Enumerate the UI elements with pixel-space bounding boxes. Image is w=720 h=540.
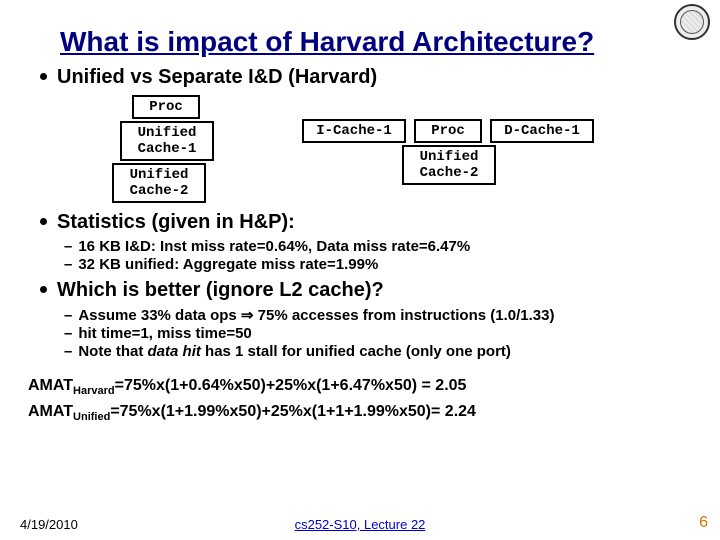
box-left-unified-cache-2: Unified Cache-2: [112, 163, 206, 203]
amat-label: AMAT: [28, 377, 73, 394]
bullet-text: 32 KB unified: Aggregate miss rate=1.99%: [78, 256, 378, 273]
box-line: Cache-2: [420, 165, 479, 181]
cache-diagrams: Proc Unified Cache-1 Unified Cache-2 I-C…: [24, 95, 696, 205]
amat-sub: Harvard: [73, 385, 115, 397]
bullet-note-stall: –Note that data hit has 1 stall for unif…: [64, 343, 696, 360]
bullet-assume: –Assume 33% data ops ⇒ 75% accesses from…: [64, 306, 696, 324]
bullet-text: 16 KB I&D: Inst miss rate=0.64%, Data mi…: [78, 238, 470, 255]
bullet-which-better: Which is better (ignore L2 cache)?: [40, 279, 696, 302]
bullet-text-em: data hit: [148, 343, 201, 360]
footer-page-number: 6: [699, 514, 708, 532]
box-right-proc: Proc: [414, 119, 482, 143]
seal-icon: [674, 4, 710, 40]
box-left-proc: Proc: [132, 95, 200, 119]
dash-icon: –: [64, 325, 72, 342]
bullet-text-pre: Note that: [78, 343, 147, 360]
box-line: Unified: [130, 167, 189, 183]
bullet-hit-miss: –hit time=1, miss time=50: [64, 325, 696, 342]
box-line: Cache-1: [138, 141, 197, 157]
bullet-unified-vs-separate: Unified vs Separate I&D (Harvard): [40, 66, 696, 89]
amat-sub: Unified: [73, 411, 110, 423]
bullet-dot-icon: [40, 73, 47, 80]
dash-icon: –: [64, 256, 72, 273]
spacer: [24, 361, 696, 371]
slide-title: What is impact of Harvard Architecture?: [60, 26, 696, 58]
bullet-text-post: has 1 stall for unified cache (only one …: [201, 343, 511, 360]
amat-expr: =75%x(1+0.64%x50)+25%x(1+6.47%x50) = 2.0…: [115, 377, 467, 394]
bullet-dot-icon: [40, 286, 47, 293]
bullet-stat-32kb: –32 KB unified: Aggregate miss rate=1.99…: [64, 256, 696, 273]
bullet-text: Unified vs Separate I&D (Harvard): [57, 66, 377, 88]
box-line: Cache-2: [130, 183, 189, 199]
box-left-unified-cache-1: Unified Cache-1: [120, 121, 214, 161]
bullet-text: Which is better (ignore L2 cache)?: [57, 279, 384, 301]
slide: What is impact of Harvard Architecture? …: [0, 0, 720, 540]
box-d-cache: D-Cache-1: [490, 119, 594, 143]
bullet-text: Statistics (given in H&P):: [57, 211, 295, 233]
amat-label: AMAT: [28, 403, 73, 420]
dash-icon: –: [64, 343, 72, 360]
dash-icon: –: [64, 238, 72, 255]
box-right-unified-cache-2: Unified Cache-2: [402, 145, 496, 185]
dash-icon: –: [64, 307, 72, 324]
amat-harvard: AMATHarvard=75%x(1+0.64%x50)+25%x(1+6.47…: [28, 377, 696, 397]
box-line: Unified: [420, 149, 479, 165]
box-line: Unified: [138, 125, 197, 141]
footer-lecture: cs252-S10, Lecture 22: [295, 517, 426, 532]
footer-date: 4/19/2010: [20, 517, 78, 532]
box-i-cache: I-Cache-1: [302, 119, 406, 143]
bullet-text: Assume 33% data ops ⇒ 75% accesses from …: [78, 307, 554, 324]
bullet-text: hit time=1, miss time=50: [78, 325, 251, 342]
bullet-statistics: Statistics (given in H&P):: [40, 211, 696, 234]
amat-unified: AMATUnified=75%x(1+1.99%x50)+25%x(1+1+1.…: [28, 403, 696, 423]
bullet-dot-icon: [40, 218, 47, 225]
amat-expr: =75%x(1+1.99%x50)+25%x(1+1+1.99%x50)= 2.…: [110, 403, 476, 420]
bullet-stat-16kb: –16 KB I&D: Inst miss rate=0.64%, Data m…: [64, 238, 696, 255]
